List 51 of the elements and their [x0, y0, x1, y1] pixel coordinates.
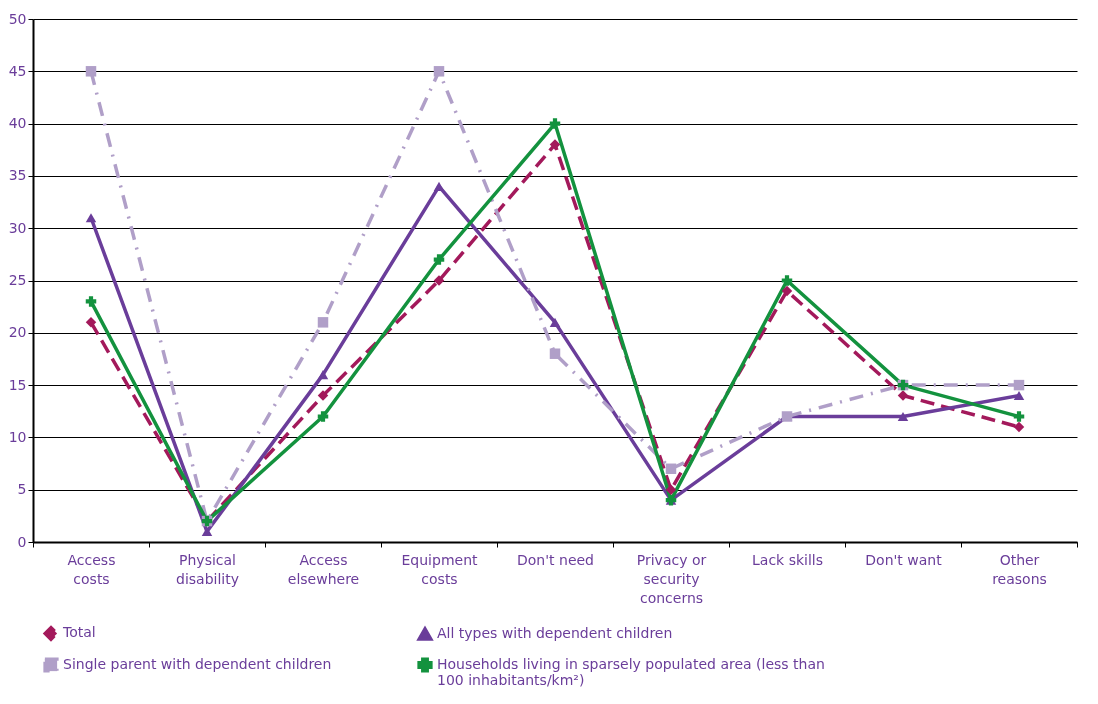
x-tick-label: Physical disability	[176, 551, 239, 587]
point	[317, 390, 329, 401]
x-tick-label: Lack skills	[752, 551, 823, 568]
point	[549, 139, 561, 150]
point	[433, 254, 445, 265]
point	[85, 66, 97, 77]
point	[1013, 411, 1025, 422]
point	[85, 213, 97, 223]
y-tick-label: 25	[8, 272, 27, 288]
point	[549, 118, 561, 129]
point	[549, 348, 561, 359]
point	[1013, 379, 1025, 391]
legend-label: Total	[62, 624, 96, 641]
point	[201, 527, 213, 537]
point	[433, 181, 445, 191]
x-tick-label: Other reasons	[992, 551, 1047, 587]
point	[897, 390, 909, 401]
legend-label: Households living in sparsely populated area (less than 100 inhabitants/km²)	[437, 656, 825, 688]
point	[317, 317, 329, 328]
point	[665, 484, 677, 495]
y-tick-label: 10	[8, 428, 27, 445]
point	[85, 317, 97, 328]
x-tick-label: Access elsewhere	[287, 551, 360, 587]
y-tick-label: 50	[8, 10, 27, 27]
point	[317, 370, 329, 380]
x-tick-label: Don't want	[865, 551, 943, 568]
x-tick-label: Privacy or security concerns	[636, 551, 707, 606]
point	[897, 411, 909, 422]
y-tick-label: 5	[17, 481, 27, 498]
y-tick-label: 45	[8, 62, 27, 79]
y-tick-label: 15	[8, 376, 27, 393]
point	[433, 275, 445, 286]
point	[317, 411, 329, 422]
x-tick-label: Don't need	[517, 551, 594, 568]
point	[549, 317, 561, 327]
y-tick-label: 35	[8, 167, 27, 184]
point	[781, 275, 793, 286]
point	[1013, 391, 1025, 401]
legend-label: All types with dependent children	[437, 624, 673, 641]
x-tick-label: Equipment costs	[401, 551, 479, 587]
point	[433, 66, 445, 77]
legend-label: Single parent with dependent children	[63, 656, 332, 672]
point	[781, 285, 793, 297]
point	[1013, 421, 1025, 433]
point	[665, 463, 677, 475]
y-tick-label: 0	[17, 533, 27, 550]
x-tick-label: Access costs	[67, 551, 116, 587]
y-tick-label: 40	[8, 115, 27, 132]
y-tick-label: 30	[8, 219, 27, 236]
point	[85, 296, 97, 307]
y-tick-label: 20	[8, 324, 27, 341]
